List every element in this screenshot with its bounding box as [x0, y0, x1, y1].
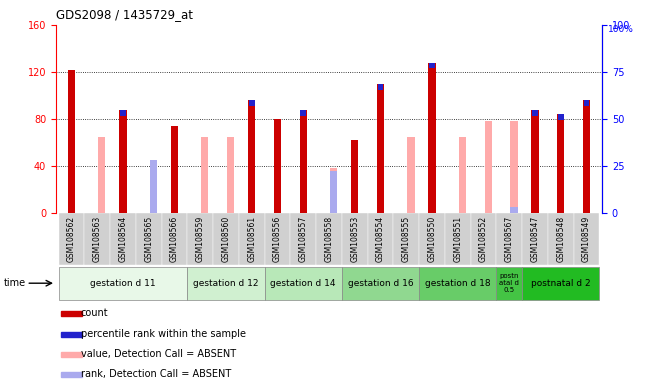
Text: 100%: 100%: [607, 25, 634, 34]
Bar: [470, 213, 496, 265]
Text: count: count: [80, 308, 108, 318]
Bar: [290, 213, 316, 265]
Bar: [61, 311, 82, 316]
Text: postn
atal d
0.5: postn atal d 0.5: [499, 273, 519, 293]
Bar: [300, 110, 306, 116]
Bar: [249, 100, 255, 106]
Bar: [248, 100, 255, 213]
Text: GSM108548: GSM108548: [557, 216, 565, 262]
Text: GSM108565: GSM108565: [144, 216, 153, 262]
Bar: [351, 140, 359, 213]
Text: gestation d 11: gestation d 11: [90, 279, 156, 288]
Text: gestation d 18: gestation d 18: [425, 279, 491, 288]
Bar: [496, 213, 522, 265]
Text: GDS2098 / 1435729_at: GDS2098 / 1435729_at: [56, 8, 193, 21]
Text: gestation d 14: gestation d 14: [270, 279, 336, 288]
Bar: [239, 213, 265, 265]
Bar: [584, 100, 590, 106]
Text: GSM108555: GSM108555: [402, 216, 411, 262]
Bar: [150, 161, 157, 213]
Text: GSM108567: GSM108567: [505, 216, 514, 262]
Text: GSM108552: GSM108552: [479, 216, 488, 262]
Text: gestation d 16: gestation d 16: [347, 279, 413, 288]
Text: postnatal d 2: postnatal d 2: [531, 279, 591, 288]
Bar: [59, 213, 84, 265]
Bar: [574, 213, 599, 265]
Bar: [378, 84, 384, 89]
Bar: [558, 114, 564, 120]
Bar: [368, 213, 393, 265]
Text: GSM108559: GSM108559: [195, 216, 205, 262]
Bar: [162, 213, 188, 265]
Bar: [532, 110, 538, 116]
Text: percentile rank within the sample: percentile rank within the sample: [80, 329, 245, 339]
Bar: [213, 213, 239, 265]
Bar: [484, 121, 492, 213]
Text: GSM108554: GSM108554: [376, 216, 385, 262]
Bar: [330, 171, 338, 213]
Bar: [171, 126, 178, 213]
Text: value, Detection Call = ABSENT: value, Detection Call = ABSENT: [80, 349, 236, 359]
Text: GSM108557: GSM108557: [299, 216, 308, 262]
Bar: [110, 213, 136, 265]
Text: GSM108561: GSM108561: [247, 216, 256, 262]
Bar: [316, 213, 342, 265]
Bar: [342, 213, 368, 265]
Bar: [59, 267, 188, 300]
Text: GSM108562: GSM108562: [67, 216, 76, 262]
Bar: [61, 352, 82, 357]
Text: GSM108560: GSM108560: [222, 216, 230, 262]
Bar: [522, 213, 548, 265]
Bar: [407, 137, 415, 213]
Bar: [227, 137, 234, 213]
Text: time: time: [3, 278, 26, 288]
Bar: [120, 110, 126, 116]
Bar: [511, 121, 518, 213]
Bar: [557, 114, 565, 213]
Bar: [61, 372, 82, 377]
Bar: [532, 110, 539, 213]
Bar: [330, 169, 338, 213]
Bar: [84, 213, 110, 265]
Text: GSM108547: GSM108547: [530, 216, 540, 262]
Bar: [188, 213, 213, 265]
Bar: [496, 267, 522, 300]
Bar: [265, 267, 342, 300]
Bar: [136, 213, 162, 265]
Bar: [61, 331, 82, 337]
Bar: [377, 84, 384, 213]
Bar: [548, 213, 574, 265]
Bar: [119, 110, 126, 213]
Text: GSM108550: GSM108550: [428, 216, 436, 262]
Bar: [150, 160, 157, 213]
Bar: [511, 207, 518, 213]
Text: GSM108551: GSM108551: [453, 216, 463, 262]
Text: GSM108553: GSM108553: [350, 216, 359, 262]
Bar: [342, 267, 419, 300]
Text: GSM108564: GSM108564: [118, 216, 128, 262]
Bar: [98, 137, 105, 213]
Text: gestation d 12: gestation d 12: [193, 279, 259, 288]
Bar: [265, 213, 290, 265]
Bar: [393, 213, 419, 265]
Bar: [201, 137, 209, 213]
Bar: [428, 63, 436, 213]
Bar: [429, 63, 435, 68]
Bar: [188, 267, 265, 300]
Bar: [419, 267, 496, 300]
Text: GSM108563: GSM108563: [93, 216, 101, 262]
Bar: [68, 70, 75, 213]
Bar: [459, 137, 466, 213]
Bar: [299, 110, 307, 213]
Bar: [522, 267, 599, 300]
Text: GSM108556: GSM108556: [273, 216, 282, 262]
Bar: [419, 213, 445, 265]
Bar: [583, 100, 590, 213]
Text: GSM108558: GSM108558: [324, 216, 334, 262]
Text: rank, Detection Call = ABSENT: rank, Detection Call = ABSENT: [80, 369, 231, 379]
Bar: [274, 119, 281, 213]
Text: GSM108549: GSM108549: [582, 216, 591, 262]
Bar: [445, 213, 470, 265]
Text: GSM108566: GSM108566: [170, 216, 179, 262]
